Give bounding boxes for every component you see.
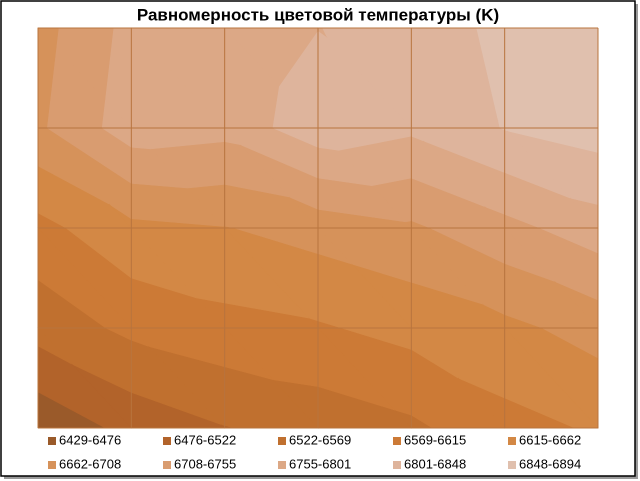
legend-label: 6615-6662 [519,432,581,447]
legend-swatch [278,461,286,469]
legend-swatch [508,461,516,469]
legend-label: 6848-6894 [519,456,581,471]
legend-swatch [393,461,401,469]
legend-swatch [48,461,56,469]
legend-swatch [48,437,56,445]
legend-swatch [163,461,171,469]
legend-swatch [508,437,516,445]
chart-title: Равномерность цветовой температуры (K) [137,5,499,24]
legend-label: 6569-6615 [404,432,466,447]
legend-label: 6476-6522 [174,432,236,447]
legend-swatch [393,437,401,445]
legend-label: 6801-6848 [404,456,466,471]
legend-swatch [278,437,286,445]
legend-label: 6522-6569 [289,432,351,447]
plot-area [37,27,599,429]
legend-label: 6755-6801 [289,456,351,471]
legend-label: 6662-6708 [59,456,121,471]
legend-label: 6708-6755 [174,456,236,471]
legend-label: 6429-6476 [59,432,121,447]
legend-swatch [163,437,171,445]
